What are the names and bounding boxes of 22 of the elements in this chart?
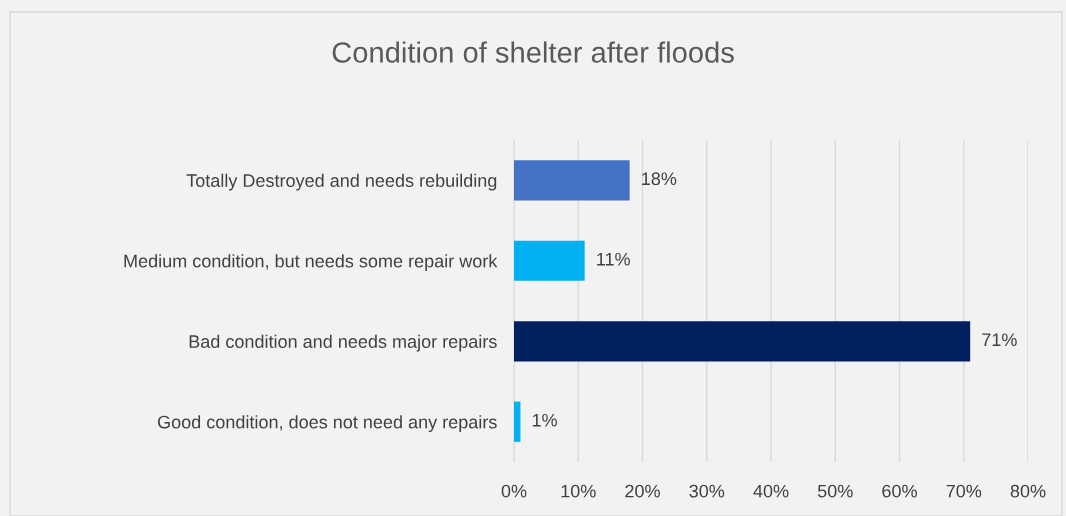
data-label: 11% <box>597 252 630 266</box>
y-tick-label: Medium condition, but needs some repair work <box>124 254 498 272</box>
y-tick-label: Good condition, does not need any repairs <box>157 415 497 433</box>
bar <box>514 240 585 281</box>
x-tick-label: 20% <box>625 484 660 498</box>
data-label: 71% <box>982 333 1017 347</box>
x-tick-label: 0% <box>501 484 527 498</box>
bar <box>514 160 630 201</box>
x-tick-label: 60% <box>882 484 917 498</box>
bar <box>514 321 971 362</box>
y-tick-label: Totally Destroyed and needs rebuilding <box>186 173 497 191</box>
x-tick-label: 30% <box>689 484 725 498</box>
x-tick-label: 70% <box>946 484 982 498</box>
x-tick-label: 40% <box>753 484 789 498</box>
y-tick-label: Bad condition and needs major repairs <box>189 334 497 352</box>
bar <box>514 401 521 442</box>
x-tick-label: 50% <box>817 484 853 498</box>
chart-title: Condition of shelter after floods <box>332 41 734 63</box>
data-label: 1% <box>532 413 557 427</box>
x-tick-label: 80% <box>1010 484 1046 498</box>
data-label: 18% <box>642 172 677 186</box>
x-tick-label: 10% <box>561 484 596 498</box>
